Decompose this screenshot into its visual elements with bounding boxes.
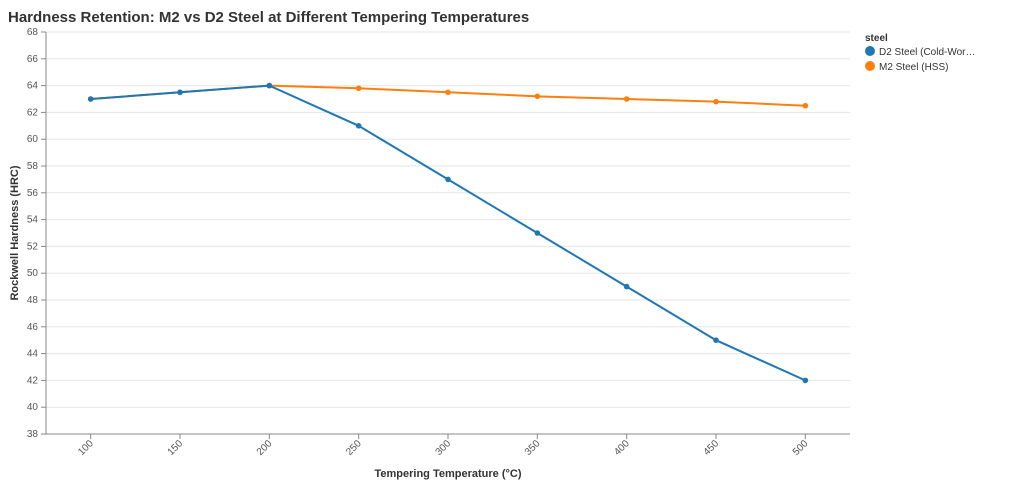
data-point: [445, 176, 451, 183]
x-axis-label: Tempering Temperature (°C): [374, 468, 521, 480]
series-line: [90, 84, 806, 382]
data-point: [623, 96, 630, 102]
legend-label-m2: M2 Steel (HSS): [879, 62, 948, 73]
data-point: [177, 89, 183, 96]
data-point: [266, 82, 273, 89]
y-tick-label: 60: [27, 134, 39, 145]
legend-label-d2: D2 Steel (Cold-Wor…: [879, 47, 976, 58]
legend-symbol-d2: [865, 46, 875, 56]
y-tick-label: 64: [27, 81, 39, 92]
data-point: [355, 123, 362, 129]
legend-symbol-m2: [865, 61, 875, 71]
x-tick-label: 400: [612, 438, 632, 458]
y-tick-label: 62: [27, 107, 39, 118]
y-tick-label: 68: [27, 27, 39, 38]
data-point: [355, 85, 362, 92]
data-point: [87, 96, 94, 102]
y-tick-label: 44: [27, 349, 39, 360]
y-tick-label: 54: [27, 215, 39, 226]
data-point: [534, 230, 541, 236]
y-tick-label: 46: [27, 322, 39, 333]
y-tick-label: 52: [27, 241, 39, 252]
legend: steel D2 Steel (Cold-Wor… M2 Steel (HSS): [865, 33, 976, 73]
data-point: [802, 377, 809, 384]
x-tick-label: 100: [76, 438, 96, 458]
data-point: [445, 89, 451, 96]
data-point: [713, 337, 719, 344]
data-point: [534, 93, 541, 100]
y-tick-label: 38: [27, 429, 39, 440]
y-axis-label: Rockwell Hardness (HRC): [9, 165, 21, 300]
data-point: [713, 98, 719, 105]
y-tick-label: 50: [27, 268, 39, 279]
series-line: [90, 84, 806, 107]
x-tick-label: 300: [434, 438, 454, 458]
y-tick-label: 56: [27, 188, 39, 199]
y-tick-label: 40: [27, 402, 39, 413]
x-tick-label: 500: [791, 438, 811, 458]
chart-title: Hardness Retention: M2 vs D2 Steel at Di…: [8, 9, 529, 26]
y-tick-label: 42: [27, 375, 39, 386]
data-point: [802, 102, 809, 109]
x-tick-label: 250: [344, 438, 364, 458]
x-tick-label: 150: [166, 438, 186, 458]
y-tick-label: 66: [27, 54, 39, 65]
data-point: [623, 283, 630, 290]
legend-title: steel: [865, 33, 888, 44]
y-tick-label: 58: [27, 161, 39, 172]
x-tick-label: 450: [702, 438, 722, 458]
x-tick-label: 200: [255, 438, 275, 458]
x-tick-label: 350: [523, 438, 543, 458]
y-tick-label: 48: [27, 295, 39, 306]
